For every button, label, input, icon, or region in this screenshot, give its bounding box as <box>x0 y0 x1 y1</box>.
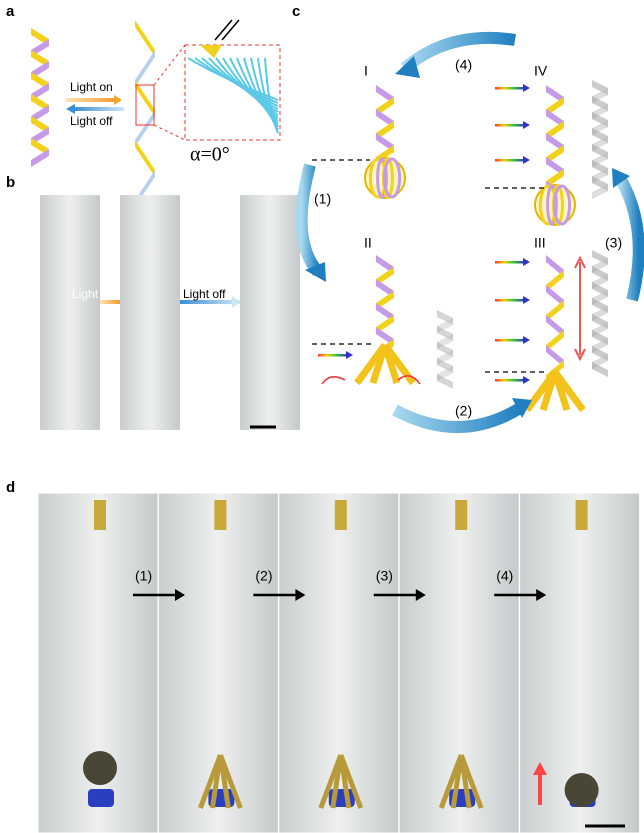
arrow-label: Light off <box>183 287 226 301</box>
light-arrow <box>523 336 530 344</box>
panel-label: a <box>6 3 15 20</box>
step-label: (1) <box>314 191 331 207</box>
arrow <box>66 104 75 114</box>
light-arrow <box>523 121 530 129</box>
photo <box>120 195 180 430</box>
cycle-arrow <box>302 165 318 272</box>
gripper <box>83 751 117 785</box>
panel-label: b <box>6 174 15 191</box>
state-label: III <box>534 235 546 251</box>
light-arrow <box>495 299 525 302</box>
light-arrow <box>495 124 525 127</box>
step-label: (2) <box>455 403 472 419</box>
helix-ribbon <box>135 140 155 177</box>
light-arrow <box>523 296 530 304</box>
helix-ribbon <box>135 20 155 57</box>
photo-strip: (1) (2) (3) (4) <box>38 493 640 833</box>
step-label: (2) <box>255 568 272 584</box>
tip <box>214 500 226 530</box>
light-arrow <box>495 379 525 382</box>
tip <box>576 500 588 530</box>
step-label: (4) <box>455 57 472 73</box>
zoom-line <box>154 45 185 140</box>
arrow <box>66 98 116 102</box>
light-arrow <box>523 156 530 164</box>
helix-ribbon <box>135 80 155 117</box>
light-arrow <box>495 159 525 162</box>
gripper <box>565 773 599 807</box>
light-arrow <box>523 376 530 384</box>
arrow-label: Light on <box>72 287 115 301</box>
arrow <box>74 107 124 111</box>
photo <box>240 195 300 430</box>
cycle-arrow <box>620 178 639 300</box>
tip <box>335 500 347 530</box>
panel-label: c <box>292 3 300 20</box>
tip <box>455 500 467 530</box>
step-label: (4) <box>496 568 513 584</box>
tip <box>94 500 106 530</box>
light-arrow <box>318 354 348 357</box>
figure: a Light on Light off α=0° b Light on Lig… <box>0 0 644 833</box>
triangle <box>200 45 222 58</box>
helix-ribbon <box>135 50 155 87</box>
arrow-label: Light on <box>70 80 113 94</box>
step-label: (1) <box>135 568 152 584</box>
cube <box>88 789 114 807</box>
angle-label: α=0° <box>190 144 230 166</box>
tick-marks <box>215 20 239 40</box>
panel-label: d <box>6 479 15 496</box>
inset-stripes <box>188 58 278 133</box>
light-arrow <box>346 351 353 359</box>
step-label: (3) <box>376 568 393 584</box>
arrow-label: Light off <box>70 114 113 128</box>
light-arrow <box>495 87 525 90</box>
light-arrow <box>495 261 525 264</box>
helix-ribbon <box>135 110 155 147</box>
light-arrow <box>523 258 530 266</box>
state-label: II <box>364 235 372 251</box>
photo <box>40 195 100 430</box>
arrow <box>232 296 240 308</box>
helix-ribbon <box>31 149 49 167</box>
state-label: I <box>364 63 368 79</box>
light-arrow <box>495 339 525 342</box>
state-label: IV <box>534 63 548 79</box>
light-arrows <box>318 84 530 384</box>
light-arrow <box>523 84 530 92</box>
step-label: (3) <box>605 235 622 251</box>
